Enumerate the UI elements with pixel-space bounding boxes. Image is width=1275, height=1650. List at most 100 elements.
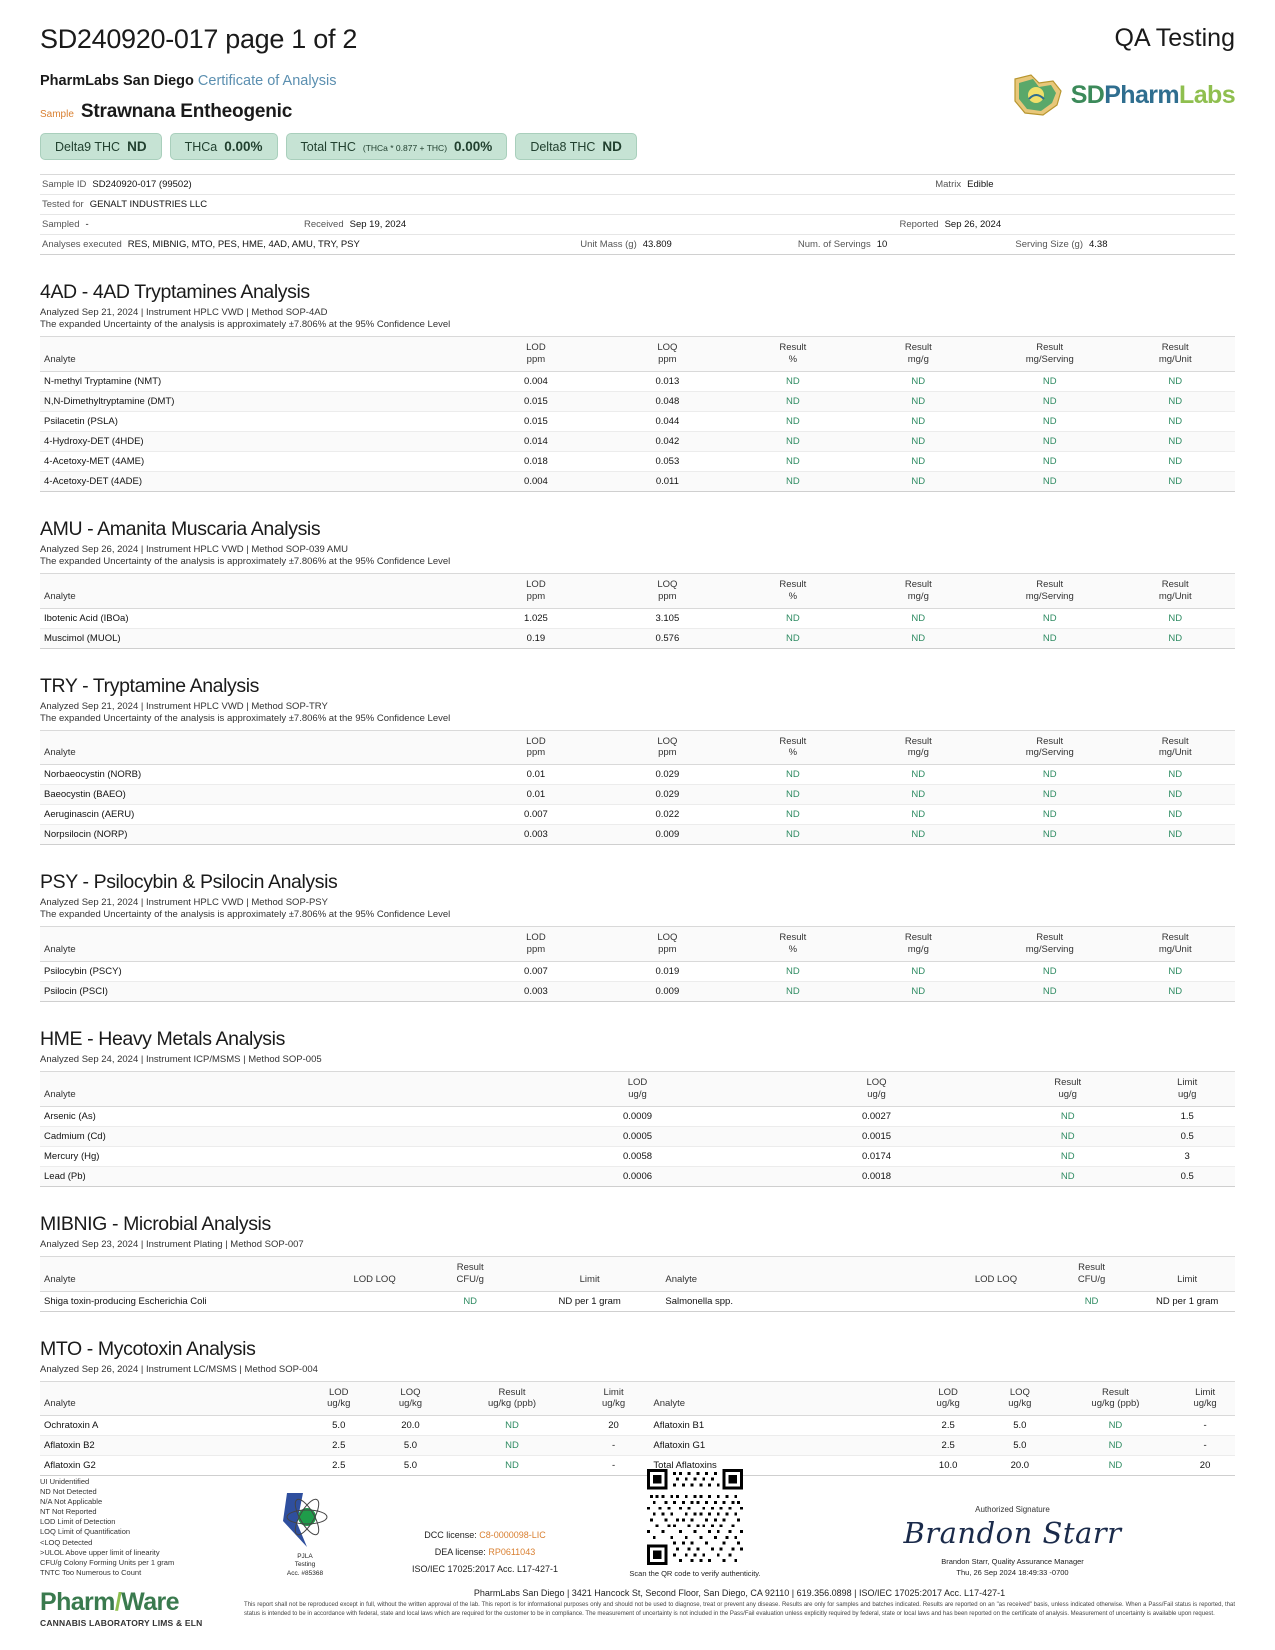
table-cell: 0.011 — [601, 471, 734, 492]
table-row: Psilocin (PSCI) 0.003 0.009 ND ND ND ND — [40, 981, 1235, 1002]
table-cell: 5.0 — [374, 1455, 447, 1477]
table-host: Analyte LOD ppm LOQ ppm Result% Result mg/g Resu… — [40, 729, 1235, 846]
column-header: Result mg/Unit — [1115, 336, 1235, 372]
section-mto: MTO - Mycotoxin Analysis Analyzed Sep 26… — [40, 1338, 1235, 1477]
analyte-name: Mercury (Hg) — [40, 1146, 518, 1167]
column-header: Result mg/Serving — [984, 729, 1116, 766]
table-host: Analyte LOD ug/g LOQ ug/g Result ug/g Limit ug/g… — [40, 1071, 1235, 1187]
dea-license-label: DEA license: — [434, 1546, 486, 1557]
column-header: Result ug/kg (ppb) — [1055, 1380, 1176, 1417]
result-value: ND — [1115, 411, 1235, 432]
table-cell: 0.015 — [470, 411, 602, 432]
table-cell: 0.19 — [470, 628, 602, 649]
section-title: TRY - Tryptamine Analysis — [40, 674, 260, 697]
dcc-license-value: C8-0000098-LIC — [479, 1529, 546, 1540]
table-cell: 2.5 — [912, 1415, 984, 1437]
column-header: Result CFU/g — [422, 1255, 518, 1292]
section-title: MTO - Mycotoxin Analysis — [40, 1337, 256, 1360]
table-cell: 3.105 — [601, 608, 734, 629]
result-value: ND — [1115, 451, 1235, 472]
column-header: Result% — [733, 926, 853, 962]
table-cell: 0.048 — [601, 391, 734, 412]
table-cell: 0.013 — [601, 371, 734, 392]
badge-value: 0.00% — [454, 139, 493, 154]
table-row: Ibotenic Acid (IBOa) 1.025 3.105 ND ND ND ND — [40, 608, 1235, 629]
table-cell: 0.004 — [470, 471, 602, 492]
section-4ad: 4AD - 4AD Tryptamines Analysis Analyzed … — [40, 281, 1235, 492]
result-value: ND — [733, 391, 853, 412]
spacer-cell — [602, 179, 935, 190]
result-value: ND — [852, 608, 985, 629]
analyte-name: 4-Acetoxy-DET (4ADE) — [40, 471, 471, 492]
analyses-cell: Analyses executed RES, MIBNIG, MTO, PES,… — [42, 239, 580, 250]
table-host: Analyte LOD ppm LOQ ppm Result% Result mg/g Resu… — [40, 336, 1235, 492]
result-value: ND — [1043, 1291, 1140, 1312]
table-cell: 0.015 — [470, 391, 602, 412]
result-value: ND — [984, 764, 1116, 786]
section-meta: Analyzed Sep 21, 2024 | Instrument HPLC … — [40, 700, 328, 712]
analyte-name: Norpsilocin (NORP) — [40, 824, 471, 846]
result-value: ND — [1115, 981, 1235, 1002]
section-title: HME - Heavy Metals Analysis — [40, 1028, 285, 1050]
signature-meta: Brandon Starr, Quality Assurance Manager… — [790, 1556, 1235, 1579]
pharmware-name-2: Ware — [121, 1588, 179, 1616]
result-value: ND — [733, 764, 853, 786]
analyte-name: Baeocystin (BAEO) — [40, 784, 471, 806]
dea-license-value: RP0611043 — [488, 1546, 536, 1557]
analyte-name: Ibotenic Acid (IBOa) — [40, 608, 471, 629]
sample-id-value: SD240920-017 (99502) — [92, 179, 192, 190]
table-cell: 5.0 — [984, 1415, 1056, 1437]
column-header: LOD ug/g — [518, 1071, 757, 1107]
analysis-table: Analyte LOD ug/kg LOQ ug/kg Result ug/kg (ppb)… — [40, 1380, 1235, 1477]
table-header-row: Analyte LOD ug/kg LOQ ug/kg Result ug/kg (ppb)… — [40, 1380, 1235, 1417]
table-cell: 20.0 — [374, 1415, 447, 1437]
table-cell: 0.576 — [601, 628, 734, 649]
result-value: ND — [733, 961, 853, 982]
result-value: ND — [852, 784, 985, 806]
lab-name: PharmLabs San Diego — [40, 73, 194, 89]
result-value: ND — [1115, 961, 1235, 982]
table-row: N-methyl Tryptamine (NMT) 0.004 0.013 ND ND N… — [40, 371, 1235, 392]
table-header-row: Analyte LOD ppm LOQ ppm Result% Result mg/g Resu… — [40, 926, 1235, 962]
sample-tag: Sample — [40, 109, 74, 120]
tested-for-value: GENALT INDUSTRIES LLC — [89, 199, 208, 210]
tested-for-cell: Tested for GENALT INDUSTRIES LLC — [42, 199, 602, 210]
table-row: Aflatoxin B2 2.5 5.0 ND - Aflatoxin G1 2.5 5.0 N… — [40, 1435, 1235, 1457]
result-value: ND — [852, 411, 985, 432]
sampled-cell: Sampled - — [42, 219, 304, 230]
tested-for-label: Tested for — [42, 199, 84, 210]
analyte-name: Psilocin (PSCI) — [40, 981, 471, 1002]
badge-delta9-thc: Delta9 THC ND — [40, 133, 162, 160]
result-value: ND — [984, 391, 1116, 412]
result-value: ND — [996, 1106, 1140, 1127]
column-header: Result mg/Unit — [1115, 729, 1235, 766]
pjla-logo-icon — [273, 1489, 337, 1551]
table-cell — [948, 1291, 1044, 1312]
result-value: ND — [984, 804, 1116, 826]
section-uncertainty: The expanded Uncertainty of the analysis… — [40, 712, 451, 724]
table-cell: 20 — [577, 1415, 650, 1437]
section-try: TRY - Tryptamine Analysis Analyzed Sep 2… — [40, 675, 1235, 846]
column-header: Limit ug/kg — [577, 1380, 650, 1417]
document-id: SD240920-017 page 1 of 2 — [40, 24, 358, 54]
column-header: Analyte — [40, 926, 471, 962]
potency-badges: Delta9 THC ND THCa 0.00% Total THC (THCa… — [40, 133, 1235, 160]
analyte-name: 4-Hydroxy-DET (4HDE) — [40, 431, 471, 452]
column-header: LOD ppm — [470, 336, 602, 372]
legend-item: TNTC Too Numerous to Count — [40, 1567, 142, 1577]
qr-code-icon[interactable] — [647, 1469, 743, 1565]
pharmware-name: Pharm/Ware — [40, 1588, 230, 1617]
info-row-dates: Sampled - Received Sep 19, 2024 Reported… — [40, 215, 1235, 235]
analyte-name: 4-Acetoxy-MET (4AME) — [40, 451, 471, 472]
table-row: Cadmium (Cd) 0.0005 0.0015 ND 0.5 — [40, 1126, 1235, 1147]
result-value: ND — [446, 1455, 578, 1477]
badge-formula: (THCa * 0.877 + THC) — [362, 143, 448, 153]
pharmlabs-emblem-icon — [1009, 69, 1067, 121]
table-row: Psilocybin (PSCY) 0.007 0.019 ND ND ND ND — [40, 961, 1235, 982]
result-value: ND — [852, 961, 985, 982]
reported-value: Sep 26, 2024 — [944, 219, 1002, 230]
analyses-label: Analyses executed — [42, 239, 122, 250]
column-header: Result% — [733, 572, 853, 609]
column-header: Result% — [733, 729, 853, 766]
dea-license-row: DEA license: RP0611043 — [370, 1544, 600, 1561]
